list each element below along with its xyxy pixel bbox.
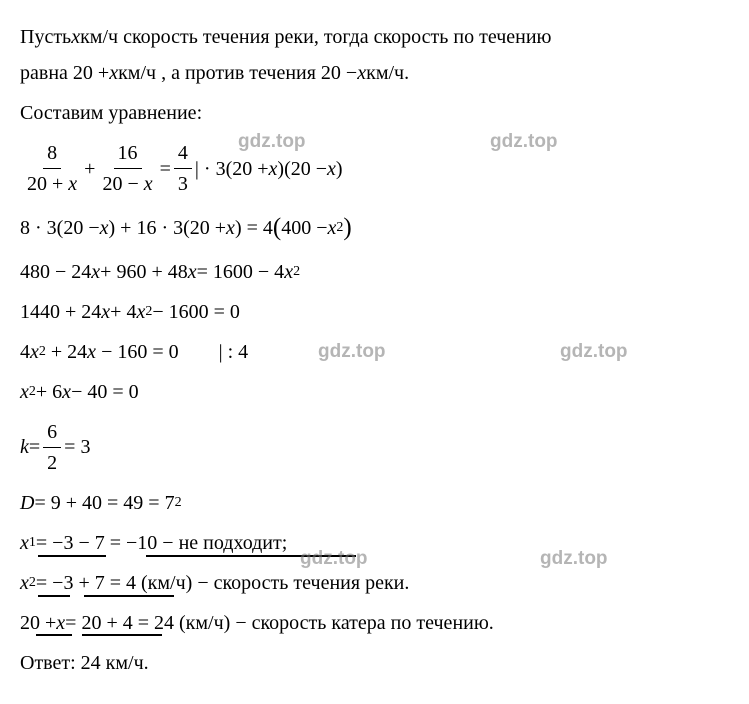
text: = −3 − 7 = −10 − не подходит; bbox=[36, 528, 287, 558]
text: − 160 = 0 | : 4 bbox=[96, 337, 248, 367]
var-x: x bbox=[30, 337, 39, 367]
var-x: x bbox=[56, 608, 65, 638]
var-x: x bbox=[20, 568, 29, 598]
text: 20 − bbox=[102, 173, 143, 195]
text: 4 bbox=[20, 337, 30, 367]
var-x: x bbox=[327, 154, 336, 184]
text: + 24 bbox=[46, 337, 87, 367]
text: 400 − bbox=[281, 213, 327, 243]
equation-4: 1440 + 24x + 4x2 − 1600 = 0 bbox=[20, 297, 729, 327]
var-x: x bbox=[357, 58, 366, 88]
denominator: 2 bbox=[43, 448, 61, 478]
text: Ответ: 24 км/ч. bbox=[20, 648, 149, 678]
var-x: x bbox=[20, 377, 29, 407]
var-x: x bbox=[269, 154, 278, 184]
fraction: 6 2 bbox=[43, 417, 61, 478]
text: Составим уравнение: bbox=[20, 98, 202, 128]
text: 1440 + 24 bbox=[20, 297, 101, 327]
numerator: 6 bbox=[43, 417, 61, 448]
equation-5: 4x2 + 24x − 160 = 0 | : 4 bbox=[20, 337, 729, 367]
setup-line: Составим уравнение: bbox=[20, 98, 729, 128]
var-x: x bbox=[20, 528, 29, 558]
text: + 960 + 48 bbox=[100, 257, 188, 287]
text: + 6 bbox=[36, 377, 62, 407]
text: 20 + bbox=[27, 173, 68, 195]
text: 480 − 24 bbox=[20, 257, 91, 287]
var-x: x bbox=[136, 297, 145, 327]
answer-line: Ответ: 24 км/ч. bbox=[20, 648, 729, 678]
equation-7: k = 6 2 = 3 bbox=[20, 417, 729, 478]
text: | · 3(20 + bbox=[195, 154, 269, 184]
var-x: x bbox=[87, 337, 96, 367]
text: км/ч скорость течения реки, тогда скорос… bbox=[80, 22, 551, 52]
equation-8: D = 9 + 40 = 49 = 72 bbox=[20, 488, 729, 518]
text: )(20 − bbox=[277, 154, 327, 184]
var-x: x bbox=[284, 257, 293, 287]
fraction: 4 3 bbox=[174, 138, 192, 199]
var-k: k bbox=[20, 432, 29, 462]
text: ) = 4 bbox=[235, 213, 273, 243]
var-d: D bbox=[20, 488, 34, 518]
text: км/ч , а против течения 20 − bbox=[118, 58, 357, 88]
text: = −3 + 7 = 4 (км/ч) − скорость течения р… bbox=[36, 568, 409, 598]
equation-6: x2 + 6x − 40 = 0 bbox=[20, 377, 729, 407]
lparen: ( bbox=[273, 209, 281, 247]
text: = 20 + 4 = 24 (км/ч) − скорость катера п… bbox=[65, 608, 494, 638]
denominator: 3 bbox=[174, 169, 192, 199]
text: 8 · 3(20 − bbox=[20, 213, 100, 243]
text: = 3 bbox=[64, 432, 90, 462]
var-x: x bbox=[100, 213, 109, 243]
equation-2: 8 · 3(20 − x) + 16 · 3(20 + x) = 4(400 −… bbox=[20, 209, 729, 247]
text: + 4 bbox=[110, 297, 136, 327]
denominator: 20 + x bbox=[23, 169, 81, 199]
var-x: x bbox=[226, 213, 235, 243]
equals: = bbox=[29, 432, 40, 462]
var-x: x bbox=[144, 173, 153, 195]
var-x: x bbox=[328, 213, 337, 243]
equation-3: 480 − 24x + 960 + 48x = 1600 − 4x2 bbox=[20, 257, 729, 287]
numerator: 8 bbox=[43, 138, 61, 169]
text: ) + 16 · 3(20 + bbox=[109, 213, 227, 243]
intro-line-1: Пусть x км/ч скорость течения реки, тогд… bbox=[20, 22, 729, 52]
text: км/ч. bbox=[366, 58, 409, 88]
text: 20 + bbox=[20, 608, 56, 638]
intro-line-2: равна 20 + x км/ч , а против течения 20 … bbox=[20, 58, 729, 88]
var-x: x bbox=[62, 377, 71, 407]
text: = 9 + 40 = 49 = 7 bbox=[34, 488, 174, 518]
equals: = bbox=[160, 154, 171, 184]
text: = 1600 − 4 bbox=[197, 257, 285, 287]
text: − 40 = 0 bbox=[71, 377, 139, 407]
text: − 1600 = 0 bbox=[152, 297, 240, 327]
rparen: ) bbox=[343, 209, 351, 247]
text: равна 20 + bbox=[20, 58, 109, 88]
numerator: 16 bbox=[114, 138, 142, 169]
text: ) bbox=[336, 154, 343, 184]
var-x: x bbox=[71, 22, 80, 52]
text: Пусть bbox=[20, 22, 71, 52]
var-x: x bbox=[188, 257, 197, 287]
root-2: x2 = −3 + 7 = 4 (км/ч) − скорость течени… bbox=[20, 568, 729, 598]
plus: + bbox=[84, 154, 95, 184]
equation-1: 8 20 + x + 16 20 − x = 4 3 | · 3(20 + x)… bbox=[20, 138, 729, 199]
denominator: 20 − x bbox=[98, 169, 156, 199]
numerator: 4 bbox=[174, 138, 192, 169]
speed-line: 20 + x = 20 + 4 = 24 (км/ч) − скорость к… bbox=[20, 608, 729, 638]
var-x: x bbox=[68, 173, 77, 195]
root-1: x1 = −3 − 7 = −10 − не подходит; bbox=[20, 528, 729, 558]
fraction: 8 20 + x bbox=[23, 138, 81, 199]
var-x: x bbox=[109, 58, 118, 88]
var-x: x bbox=[91, 257, 100, 287]
fraction: 16 20 − x bbox=[98, 138, 156, 199]
var-x: x bbox=[101, 297, 110, 327]
